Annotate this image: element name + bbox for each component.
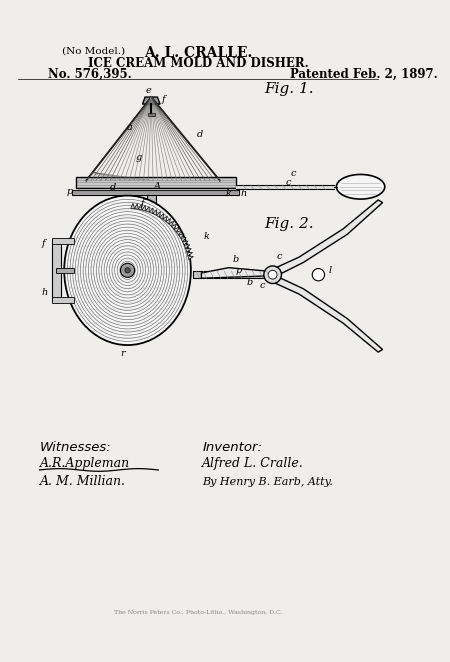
Polygon shape — [176, 230, 182, 235]
Ellipse shape — [64, 195, 191, 345]
Text: c: c — [260, 281, 265, 290]
Text: h: h — [41, 288, 48, 297]
Polygon shape — [186, 249, 191, 252]
Polygon shape — [169, 221, 174, 226]
Text: h: h — [240, 189, 246, 199]
Polygon shape — [153, 210, 157, 215]
Text: b: b — [246, 278, 252, 287]
Polygon shape — [181, 238, 186, 242]
Polygon shape — [184, 245, 190, 249]
Polygon shape — [156, 212, 161, 217]
Bar — [236, 185, 334, 189]
Text: a: a — [126, 124, 132, 132]
Polygon shape — [187, 252, 193, 256]
Text: Inventor:: Inventor: — [202, 441, 262, 453]
Text: f: f — [41, 239, 45, 248]
Polygon shape — [179, 234, 184, 238]
Text: ICE CREAM MOLD AND DISHER.: ICE CREAM MOLD AND DISHER. — [87, 56, 308, 70]
Text: d: d — [197, 130, 203, 138]
Text: Alfred L. Cralle.: Alfred L. Cralle. — [202, 457, 304, 470]
Text: By Henry B. Earb, Atty.: By Henry B. Earb, Atty. — [202, 477, 333, 487]
Bar — [52, 238, 74, 244]
Text: b: b — [233, 256, 239, 264]
Polygon shape — [183, 241, 188, 245]
Text: l: l — [329, 266, 332, 275]
Text: k: k — [225, 189, 231, 199]
Text: f: f — [141, 199, 144, 208]
Text: c: c — [286, 178, 291, 187]
Text: r: r — [121, 349, 125, 357]
Text: c: c — [277, 252, 283, 261]
Polygon shape — [268, 277, 382, 352]
Polygon shape — [188, 256, 194, 260]
Text: p: p — [236, 266, 242, 275]
Text: p: p — [67, 187, 73, 196]
Bar — [56, 267, 74, 273]
Text: The Norris Peters Co., Photo-Litho., Washington, D.C.: The Norris Peters Co., Photo-Litho., Was… — [114, 610, 282, 615]
Text: f: f — [162, 95, 166, 105]
Polygon shape — [202, 200, 382, 278]
Bar — [148, 113, 155, 117]
Bar — [76, 177, 236, 187]
Bar — [72, 190, 239, 195]
Polygon shape — [138, 205, 142, 210]
FancyBboxPatch shape — [52, 240, 61, 301]
Text: Fig. 1.: Fig. 1. — [264, 81, 314, 95]
Polygon shape — [174, 227, 179, 232]
Text: k: k — [203, 232, 209, 241]
Bar — [147, 195, 156, 203]
Polygon shape — [143, 97, 160, 104]
Text: e: e — [146, 85, 152, 95]
Circle shape — [121, 263, 135, 277]
Text: A.R.Appleman: A.R.Appleman — [40, 457, 130, 470]
Polygon shape — [142, 205, 146, 211]
Circle shape — [264, 266, 281, 283]
Text: d: d — [110, 183, 116, 192]
Text: Patented Feb. 2, 1897.: Patented Feb. 2, 1897. — [290, 68, 438, 81]
Polygon shape — [171, 224, 176, 229]
Bar — [193, 271, 273, 278]
Circle shape — [312, 269, 324, 281]
Text: Fig. 2.: Fig. 2. — [264, 217, 314, 231]
Text: A. L. CRALLE.: A. L. CRALLE. — [144, 46, 252, 60]
Polygon shape — [149, 208, 153, 214]
Polygon shape — [163, 216, 167, 221]
Polygon shape — [135, 204, 138, 209]
Circle shape — [125, 267, 130, 273]
Ellipse shape — [337, 175, 385, 199]
Text: No. 576,395.: No. 576,395. — [48, 68, 132, 81]
Polygon shape — [159, 214, 164, 219]
Polygon shape — [131, 203, 135, 209]
Text: (No Model.): (No Model.) — [62, 46, 125, 55]
Polygon shape — [166, 218, 171, 224]
Text: A: A — [154, 181, 161, 191]
Text: A. M. Millian.: A. M. Millian. — [40, 475, 126, 488]
Circle shape — [268, 270, 277, 279]
Text: g: g — [135, 154, 142, 162]
Polygon shape — [146, 207, 149, 213]
Bar — [52, 297, 74, 303]
Text: Witnesses:: Witnesses: — [40, 441, 111, 453]
Text: c: c — [290, 169, 296, 178]
